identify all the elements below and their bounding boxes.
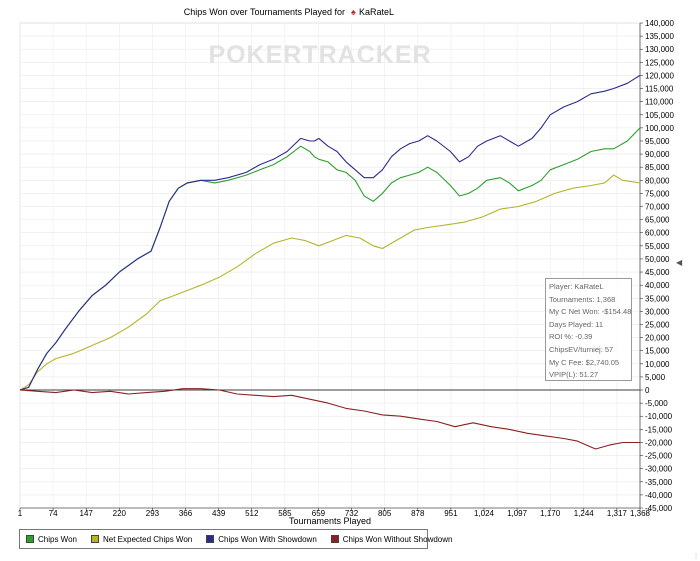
y-tick-label: -5,000: [645, 399, 668, 408]
x-tick-label: 74: [49, 509, 58, 518]
x-tick-label: 439: [212, 509, 226, 518]
stats-fee: My C Fee: $2,740.05: [549, 357, 620, 367]
y-tick-label: -25,000: [645, 452, 673, 461]
y-tick-label: 115,000: [645, 85, 674, 94]
y-tick-label: -20,000: [645, 438, 673, 447]
x-tick-label: 220: [113, 509, 127, 518]
legend-swatch: [330, 535, 339, 543]
y-tick-label: 0: [645, 386, 650, 395]
y-tick-label: 80,000: [645, 176, 670, 185]
x-tick-label: 805: [378, 509, 392, 518]
y-tick-label: -15,000: [645, 425, 673, 434]
y-tick-label: 125,000: [645, 58, 674, 67]
stats-panel: Player: KaRateL Tournaments: 1,368 My C …: [545, 278, 632, 381]
y-tick-label: 85,000: [645, 163, 670, 172]
stats-roi: ROI %: -0.39: [549, 332, 593, 342]
x-axis: 1 74 147 220 293 366 439 512 585 659 732 805 878 951 1…: [18, 508, 651, 518]
y-tick-label: 30,000: [645, 307, 670, 316]
series-line-1: [19, 174, 641, 391]
y-tick-label: 130,000: [645, 45, 674, 54]
y-tick-label: -35,000: [645, 478, 673, 487]
legend-item-with-showdown[interactable]: Chips Won With Showdown: [206, 535, 317, 544]
y-tick-label: 20,000: [645, 334, 670, 343]
x-axis-label: Tournaments Played: [289, 516, 371, 526]
y-tick-label: 140,000: [645, 19, 674, 28]
chart-title-player: KaRateL: [359, 7, 394, 17]
y-tick-label: 120,000: [645, 71, 674, 80]
y-tick-label: -10,000: [645, 412, 673, 421]
stats-chipsev: ChipsEV/turniej: 57: [549, 344, 614, 354]
stats-days-played: Days Played: 11: [549, 319, 604, 329]
y-axis: 140,000 135,000 130,000 125,000 120,000 115,0…: [640, 19, 674, 513]
y-tick-label: 65,000: [645, 216, 670, 225]
y-tick-label: 5,000: [645, 373, 666, 382]
resize-grip-icon[interactable]: ⋮: [693, 554, 699, 560]
y-tick-label: 135,000: [645, 32, 674, 41]
x-tick-label: 366: [179, 509, 193, 518]
x-tick-label: 512: [245, 509, 259, 518]
chart-title-text: Chips Won over Tournaments Played for: [184, 7, 345, 17]
x-tick-label: 1,317: [607, 509, 628, 518]
stats-net-won: My C Net Won: -$154.48: [549, 307, 632, 317]
y-tick-label: 50,000: [645, 255, 670, 264]
y-tick-label: 70,000: [645, 203, 670, 212]
x-tick-label: 1,024: [474, 509, 495, 518]
legend-item-without-showdown[interactable]: Chips Won Without Showdown: [330, 534, 453, 544]
x-tick-label: 878: [411, 509, 425, 518]
y-tick-label: -30,000: [645, 465, 673, 474]
legend-swatch: [90, 535, 99, 543]
y-tick-label: 110,000: [645, 98, 674, 107]
x-tick-label: 659: [312, 509, 326, 518]
y-tick-label: 95,000: [645, 137, 670, 146]
legend: Chips Won Net Expected Chips Won Chips W…: [19, 529, 452, 549]
legend-label: Chips Won: [38, 534, 77, 544]
collapse-arrow-icon[interactable]: ◀: [676, 258, 683, 267]
legend-label: Chips Won Without Showdown: [342, 534, 453, 544]
watermark: POKERTRACKER: [208, 41, 431, 69]
plot-background: [19, 22, 641, 509]
y-tick-label: -45,000: [645, 504, 673, 513]
stats-vpip: VPIP(L): 51.27: [549, 370, 599, 380]
series-lines: [19, 74, 641, 450]
y-tick-label: 105,000: [645, 111, 674, 120]
legend-item-chips-won[interactable]: Chips Won: [26, 535, 77, 544]
stats-tournaments: Tournaments: 1,368: [549, 294, 616, 304]
x-tick-label: 1,097: [507, 509, 528, 518]
y-tick-label: 90,000: [645, 150, 670, 159]
y-tick-label: 60,000: [645, 229, 670, 238]
y-tick-label: 15,000: [645, 347, 670, 356]
x-tick-label: 293: [146, 509, 160, 518]
player-spade-icon: ♠: [351, 7, 356, 17]
y-tick-label: 75,000: [645, 189, 670, 198]
x-tick-label: 1: [18, 509, 23, 518]
legend-swatch: [206, 535, 215, 543]
y-tick-label: 40,000: [645, 281, 670, 290]
x-tick-label: 147: [80, 509, 94, 518]
y-tick-label: 35,000: [645, 294, 670, 303]
legend-label: Chips Won With Showdown: [218, 534, 317, 544]
x-tick-label: 951: [444, 509, 458, 518]
stats-player: Player: KaRateL: [549, 282, 604, 291]
x-tick-label: 1,368: [630, 509, 651, 518]
y-tick-label: -40,000: [645, 491, 673, 500]
x-tick-label: 585: [278, 509, 292, 518]
legend-item-net-expected[interactable]: Net Expected Chips Won: [90, 534, 193, 544]
x-tick-label: 1,170: [540, 509, 561, 518]
legend-swatch: [26, 535, 34, 543]
x-tick-label: 1,244: [574, 509, 595, 518]
chart-title: Chips Won over Tournaments Played for ♠ …: [184, 7, 394, 17]
legend-label: Net Expected Chips Won: [102, 534, 193, 544]
y-tick-label: 100,000: [645, 124, 674, 133]
series-line-2: [19, 74, 641, 391]
grid: [19, 22, 641, 509]
y-tick-label: 25,000: [645, 320, 670, 329]
y-tick-label: 55,000: [645, 242, 670, 251]
y-tick-label: 45,000: [645, 268, 670, 277]
x-tick-label: 732: [345, 509, 359, 518]
y-tick-label: 10,000: [645, 360, 670, 369]
series-line-3: [19, 388, 640, 450]
